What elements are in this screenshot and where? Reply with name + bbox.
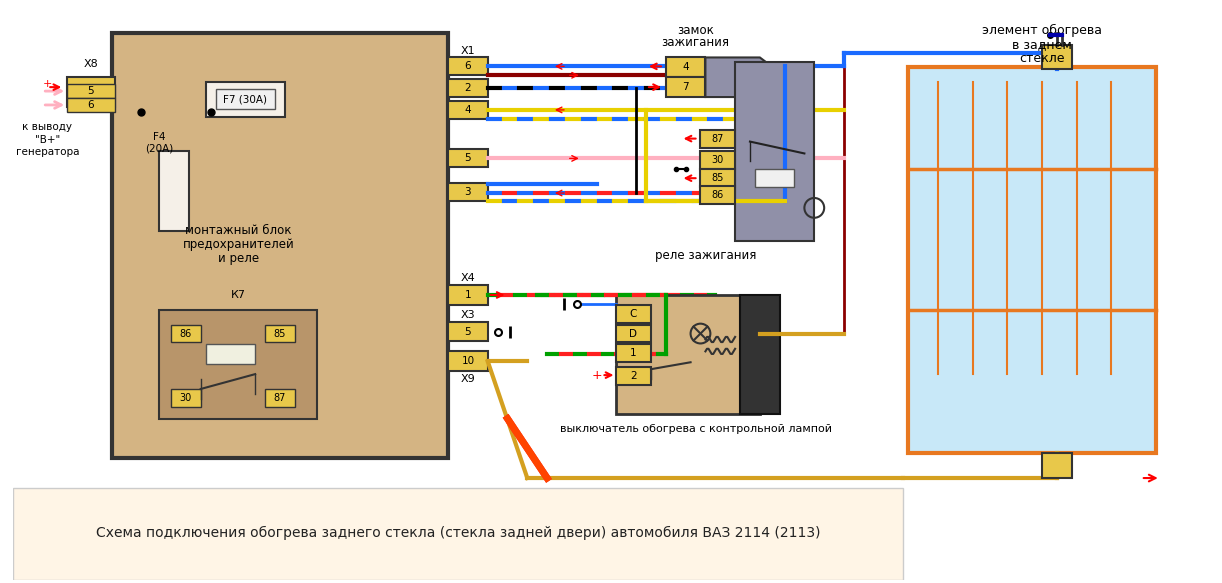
Text: F7 (30А): F7 (30А) [224, 94, 268, 104]
Bar [448, 149, 488, 167]
Text: "В+": "В+" [34, 135, 60, 145]
Text: 5: 5 [88, 86, 94, 96]
Bar [1042, 44, 1072, 69]
Bar [171, 389, 200, 407]
Bar [448, 352, 488, 371]
Bar [448, 79, 488, 97]
Text: 86: 86 [711, 190, 723, 200]
Text: 87: 87 [274, 393, 286, 403]
Bar [159, 310, 318, 419]
Text: X4: X4 [461, 273, 475, 283]
Bar [265, 325, 295, 342]
Text: в заднем: в заднем [1012, 38, 1072, 51]
Bar [205, 345, 255, 364]
Bar [205, 82, 285, 117]
Polygon shape [705, 58, 780, 102]
Bar [616, 345, 651, 362]
Bar [700, 186, 736, 204]
Bar [111, 33, 448, 458]
Bar [666, 58, 705, 78]
Bar [67, 98, 115, 112]
Bar [171, 325, 200, 342]
Text: F4: F4 [153, 132, 165, 142]
Bar [67, 84, 115, 98]
Text: 85: 85 [711, 173, 723, 183]
Text: 87: 87 [711, 134, 723, 143]
Text: 7: 7 [682, 82, 689, 92]
Bar [616, 305, 651, 322]
Text: X9: X9 [461, 374, 475, 384]
Bar [755, 169, 794, 187]
Text: 6: 6 [464, 61, 472, 71]
Bar [265, 389, 295, 407]
Bar [67, 78, 115, 107]
Bar [700, 169, 736, 187]
Text: 30: 30 [711, 156, 723, 166]
Text: +: + [591, 368, 602, 382]
Text: 2: 2 [629, 371, 637, 381]
Bar [448, 58, 488, 75]
Text: и реле: и реле [218, 252, 259, 265]
Text: 1: 1 [464, 290, 472, 300]
Text: зажигания: зажигания [661, 36, 730, 49]
Bar [448, 101, 488, 119]
Text: элемент обогрева: элемент обогрева [982, 24, 1102, 37]
Text: реле зажигания: реле зажигания [655, 249, 756, 262]
Text: стекле: стекле [1019, 52, 1064, 65]
Text: 30: 30 [180, 393, 192, 403]
Text: 6: 6 [88, 100, 94, 110]
Bar [700, 129, 736, 147]
Text: +: + [43, 79, 51, 89]
Text: генератора: генератора [16, 147, 79, 157]
Text: 3: 3 [464, 187, 472, 197]
Text: 5: 5 [464, 153, 472, 163]
Text: к выводу: к выводу [22, 122, 72, 132]
Bar [616, 367, 651, 385]
Text: 5: 5 [464, 326, 472, 336]
Bar [700, 152, 736, 169]
Text: выключатель обогрева с контрольной лампой: выключатель обогрева с контрольной лампо… [560, 424, 831, 434]
Bar [736, 62, 814, 241]
Text: 10: 10 [462, 356, 474, 366]
Bar [448, 285, 488, 305]
Bar [448, 183, 488, 201]
Text: 4: 4 [682, 62, 689, 72]
Bar [1042, 454, 1072, 478]
Bar [159, 152, 189, 231]
Bar [616, 295, 760, 414]
Bar [616, 325, 651, 342]
Text: C: C [629, 309, 637, 319]
Bar [12, 488, 903, 580]
Text: 85: 85 [274, 329, 286, 339]
Bar [215, 89, 275, 109]
Bar [666, 78, 705, 97]
Text: D: D [629, 329, 637, 339]
Bar [908, 68, 1156, 454]
Text: монтажный блок: монтажный блок [185, 224, 292, 237]
Text: 2: 2 [464, 83, 472, 93]
Text: X3: X3 [461, 310, 475, 319]
Text: замок: замок [677, 24, 714, 37]
Text: предохранителей: предохранителей [182, 238, 295, 251]
Text: (20А): (20А) [145, 143, 174, 153]
Text: 4: 4 [464, 105, 472, 115]
Text: X1: X1 [461, 45, 475, 55]
Text: X8: X8 [83, 59, 98, 69]
Bar [448, 322, 488, 342]
Text: К7: К7 [231, 290, 246, 300]
Text: Схема подключения обогрева заднего стекла (стекла задней двери) автомобиля ВАЗ 2: Схема подключения обогрева заднего стекл… [95, 525, 820, 539]
Bar [741, 295, 780, 414]
Text: 86: 86 [180, 329, 192, 339]
Text: 1: 1 [629, 349, 637, 359]
